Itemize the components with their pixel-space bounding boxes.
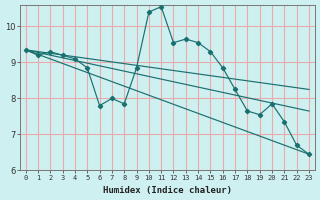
X-axis label: Humidex (Indice chaleur): Humidex (Indice chaleur)	[103, 186, 232, 195]
